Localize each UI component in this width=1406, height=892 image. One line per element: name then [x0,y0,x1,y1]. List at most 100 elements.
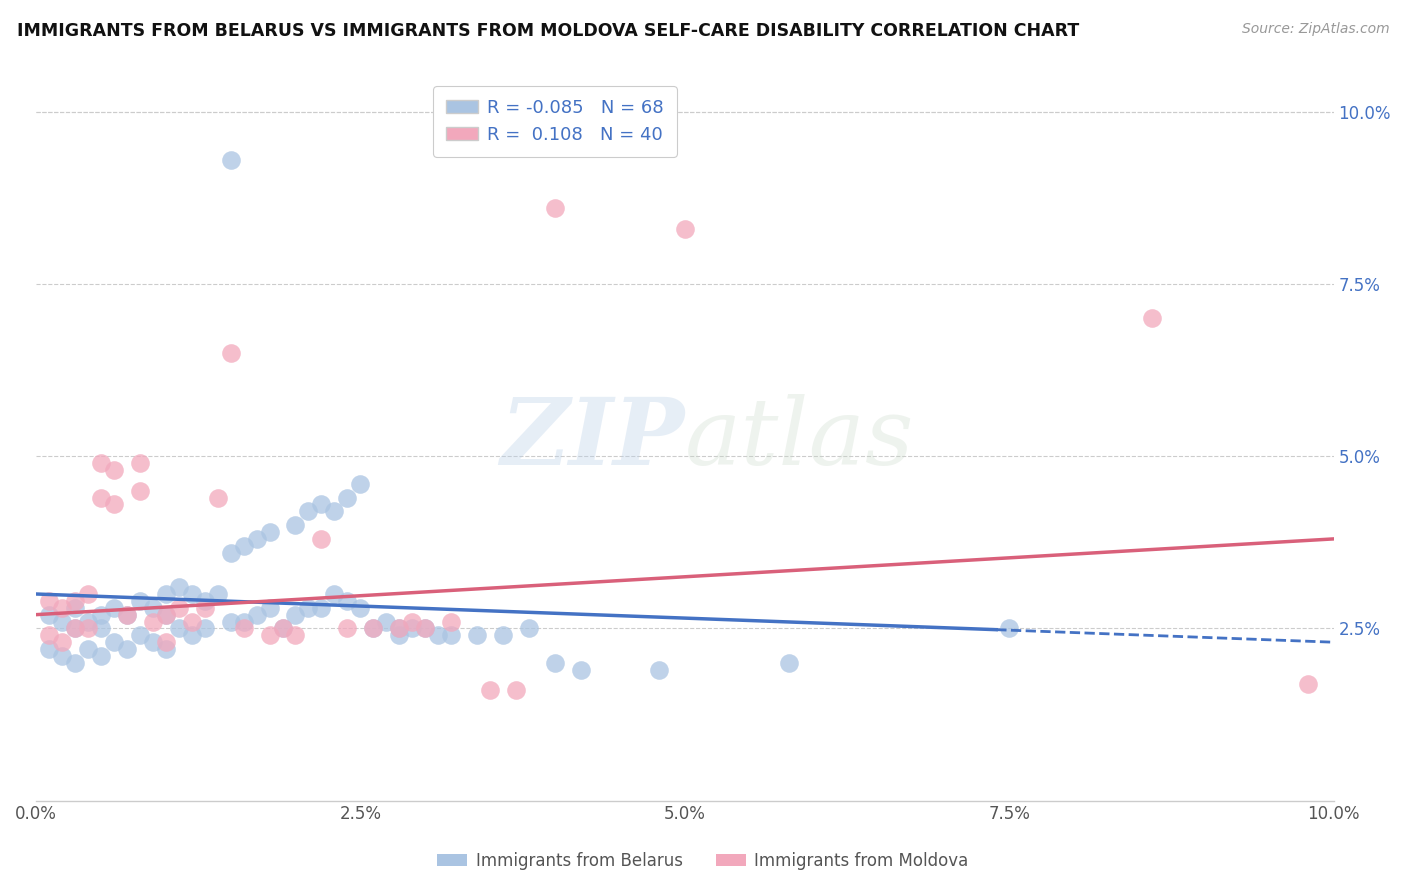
Point [544,656,567,670]
Point [427,628,450,642]
Point [401,615,423,629]
Point [128,456,150,470]
Point [219,615,242,629]
Point [388,622,411,636]
Point [673,222,696,236]
Point [219,346,242,360]
Point [284,628,307,642]
Text: IMMIGRANTS FROM BELARUS VS IMMIGRANTS FROM MOLDOVA SELF-CARE DISABILITY CORRELAT: IMMIGRANTS FROM BELARUS VS IMMIGRANTS FR… [17,22,1080,40]
Point [998,622,1021,636]
Point [155,607,177,622]
Point [259,600,281,615]
Point [232,622,254,636]
Point [544,202,567,216]
Point [90,648,112,663]
Point [63,622,86,636]
Point [207,587,229,601]
Point [311,600,333,615]
Point [103,600,125,615]
Point [115,642,138,657]
Point [336,491,359,505]
Point [323,504,346,518]
Point [284,518,307,533]
Point [142,600,165,615]
Point [336,594,359,608]
Point [388,628,411,642]
Point [232,539,254,553]
Point [1296,676,1319,690]
Legend: Immigrants from Belarus, Immigrants from Moldova: Immigrants from Belarus, Immigrants from… [430,846,976,877]
Point [219,153,242,167]
Point [180,587,202,601]
Point [271,622,294,636]
Point [440,615,463,629]
Point [194,594,217,608]
Point [90,607,112,622]
Point [323,587,346,601]
Point [38,628,60,642]
Point [363,622,385,636]
Point [311,532,333,546]
Point [401,622,423,636]
Point [349,476,371,491]
Point [103,463,125,477]
Point [180,628,202,642]
Point [517,622,540,636]
Point [63,656,86,670]
Point [465,628,488,642]
Point [155,607,177,622]
Point [648,663,671,677]
Point [76,587,98,601]
Point [194,600,217,615]
Point [349,600,371,615]
Point [413,622,436,636]
Point [375,615,398,629]
Point [115,607,138,622]
Point [128,594,150,608]
Text: Source: ZipAtlas.com: Source: ZipAtlas.com [1241,22,1389,37]
Point [142,635,165,649]
Point [90,491,112,505]
Point [63,622,86,636]
Point [76,622,98,636]
Point [271,622,294,636]
Point [155,635,177,649]
Point [76,615,98,629]
Point [180,615,202,629]
Point [569,663,592,677]
Point [63,594,86,608]
Point [207,491,229,505]
Point [440,628,463,642]
Point [479,683,502,698]
Point [51,648,73,663]
Point [142,615,165,629]
Point [63,600,86,615]
Point [128,483,150,498]
Point [245,607,267,622]
Point [1140,311,1163,326]
Point [505,683,527,698]
Point [232,615,254,629]
Text: atlas: atlas [685,394,914,484]
Point [245,532,267,546]
Point [311,498,333,512]
Point [38,607,60,622]
Point [363,622,385,636]
Point [778,656,800,670]
Point [167,622,190,636]
Point [38,594,60,608]
Point [76,642,98,657]
Point [155,642,177,657]
Point [388,622,411,636]
Point [297,504,319,518]
Point [167,600,190,615]
Point [115,607,138,622]
Point [90,622,112,636]
Point [103,498,125,512]
Point [336,622,359,636]
Point [103,635,125,649]
Point [51,615,73,629]
Point [219,546,242,560]
Point [194,622,217,636]
Point [128,628,150,642]
